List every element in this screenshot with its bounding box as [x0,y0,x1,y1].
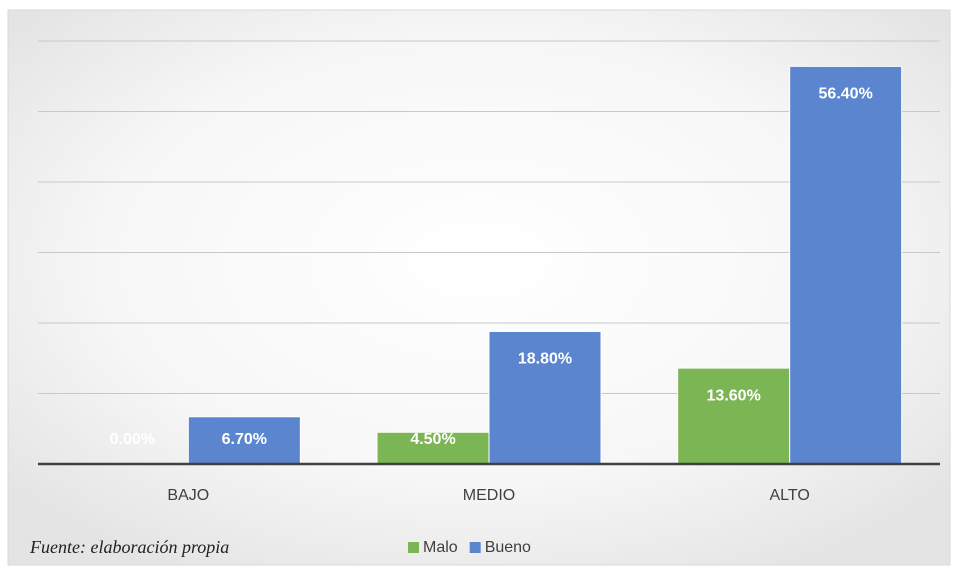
data-label: 6.70% [222,431,267,448]
legend-label: Bueno [485,539,531,556]
x-tick-label: BAJO [167,487,209,504]
data-label: 4.50% [410,431,455,448]
bar [789,65,903,465]
data-label: 13.60% [707,387,761,404]
legend-swatch [469,542,481,553]
legend-swatch [408,542,419,553]
data-label: 18.80% [518,351,572,368]
data-label: 56.40% [819,86,873,103]
source-note: Fuente: elaboración propia [29,537,229,557]
x-tick-label: MEDIO [463,487,515,504]
x-tick-label: ALTO [770,487,810,504]
bar [187,416,301,465]
bar [488,330,602,465]
bar [376,431,490,465]
data-label: 0.00% [110,431,155,448]
bars [187,65,903,465]
legend-label: Malo [423,539,458,556]
bar [677,367,791,465]
